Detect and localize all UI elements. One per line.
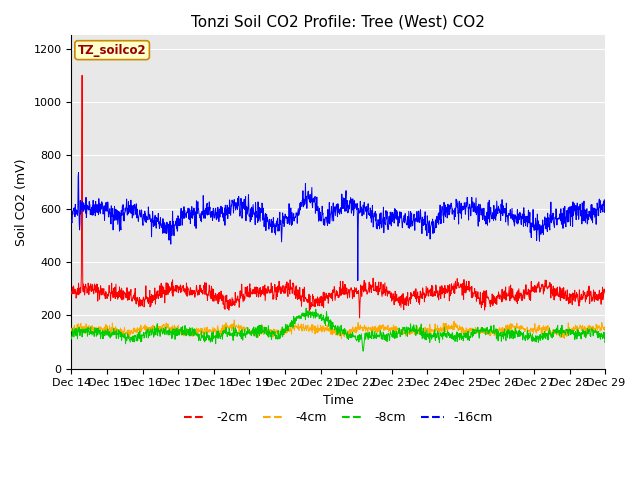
Text: TZ_soilco2: TZ_soilco2 <box>78 44 147 57</box>
X-axis label: Time: Time <box>323 394 354 407</box>
Title: Tonzi Soil CO2 Profile: Tree (West) CO2: Tonzi Soil CO2 Profile: Tree (West) CO2 <box>191 15 485 30</box>
Y-axis label: Soil CO2 (mV): Soil CO2 (mV) <box>15 158 28 246</box>
Legend: -2cm, -4cm, -8cm, -16cm: -2cm, -4cm, -8cm, -16cm <box>179 406 498 429</box>
